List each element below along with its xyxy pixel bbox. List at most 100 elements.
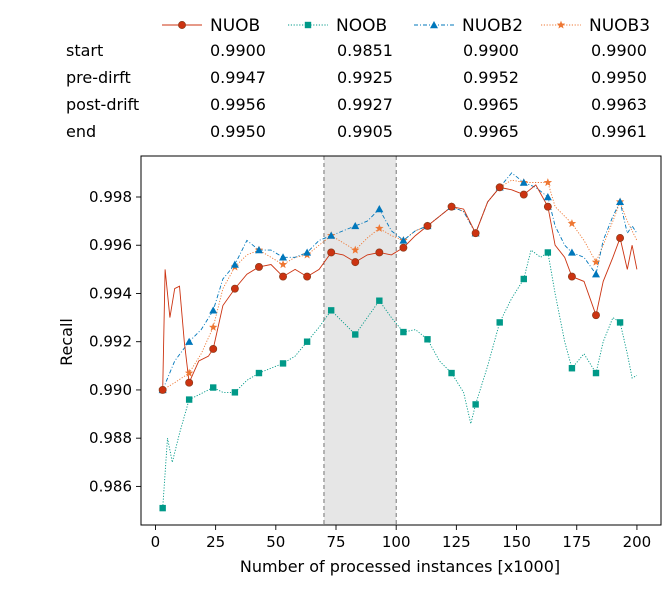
table-cell: 0.9905 — [337, 122, 393, 141]
data-point-nuob3 — [209, 322, 218, 331]
table-cell: 0.9961 — [591, 122, 647, 141]
data-point-noob — [303, 338, 311, 345]
table-row-label: pre-dirft — [66, 68, 131, 87]
data-point-nuob — [471, 229, 480, 238]
x-tick-label: 25 — [206, 533, 225, 551]
data-point-nuob — [327, 248, 336, 257]
data-point-nuob — [519, 190, 528, 199]
data-point-noob — [376, 297, 383, 304]
table-cell: 0.9956 — [210, 95, 266, 114]
data-point-nuob — [255, 262, 263, 271]
data-point-noob — [231, 389, 239, 396]
x-tick-label: 200 — [623, 533, 652, 551]
legend: NUOB NOOB NUOB2 NUOB3 — [162, 16, 650, 36]
x-axis-label: Number of processed instances [x1000] — [240, 557, 560, 576]
series-line-nuob2 — [162, 172, 638, 391]
table-cell: 0.9950 — [210, 122, 266, 141]
x-tick-label: 175 — [562, 533, 591, 551]
data-point-nuob2 — [230, 260, 239, 268]
table-cell: 0.9950 — [591, 68, 647, 87]
data-point-nuob — [351, 258, 360, 267]
data-point-nuob2 — [327, 231, 336, 239]
data-point-noob — [400, 328, 407, 336]
data-point-noob — [472, 401, 479, 408]
data-point-noob — [592, 369, 600, 377]
data-point-nuob2 — [616, 197, 625, 206]
data-point-nuob2 — [399, 236, 408, 244]
data-point-nuob — [447, 202, 456, 211]
data-point-nuob2 — [592, 270, 600, 278]
data-point-nuob2 — [375, 205, 384, 213]
legend-label-noob: NOOB — [336, 16, 387, 36]
data-point-nuob — [230, 284, 239, 293]
x-tick-label: 100 — [382, 533, 411, 551]
data-point-nuob3 — [278, 260, 288, 269]
data-point-noob — [185, 396, 193, 403]
table-row-label: end — [66, 122, 96, 141]
table-cell: 0.9925 — [337, 68, 393, 87]
data-point-nuob2 — [567, 248, 576, 256]
legend-label-nuob2: NUOB2 — [462, 16, 523, 36]
legend-marker-nuob3 — [556, 20, 566, 29]
data-point-nuob — [185, 378, 194, 387]
plot-area: 0 25 50 75 100 125 150 175 200 0.986 0.988 0.990 0.9… — [89, 155, 662, 551]
data-point-nuob2 — [543, 193, 552, 201]
x-tick-label: 75 — [326, 533, 345, 551]
data-point-noob — [568, 365, 576, 372]
summary-table: start 0.9900 0.9851 0.9900 0.9900 pre-dirft 0.… — [66, 41, 647, 141]
y-tick-label: 0.990 — [89, 381, 132, 399]
table-cell: 0.9851 — [337, 41, 393, 60]
table-cell: 0.9900 — [210, 41, 266, 60]
data-point-noob — [279, 360, 287, 367]
data-point-nuob — [495, 183, 504, 192]
data-point-nuob — [423, 221, 432, 230]
data-point-nuob3 — [351, 245, 360, 254]
data-point-nuob3 — [567, 219, 577, 228]
data-point-nuob — [543, 202, 552, 211]
data-point-nuob2 — [519, 178, 528, 186]
data-point-noob — [544, 249, 552, 256]
table-cell: 0.9947 — [210, 68, 266, 87]
y-tick-label: 0.988 — [89, 429, 132, 447]
data-point-noob — [520, 275, 527, 283]
data-point-nuob3 — [375, 223, 384, 232]
x-tick-label: 0 — [151, 533, 161, 551]
y-tick-label: 0.994 — [89, 284, 132, 302]
drift-region — [323, 156, 397, 525]
table-cell: 0.9963 — [591, 95, 647, 114]
data-point-nuob3 — [543, 178, 553, 187]
data-point-noob — [210, 384, 217, 391]
table-cell: 0.9900 — [591, 41, 647, 60]
legend-marker-nuob — [178, 21, 186, 29]
legend-marker-noob — [304, 21, 312, 29]
table-row-label: post-drift — [66, 95, 139, 114]
plot-frame — [140, 155, 662, 526]
data-point-noob — [159, 504, 166, 512]
data-point-nuob2 — [279, 253, 288, 261]
data-point-noob — [496, 319, 503, 326]
data-point-nuob2 — [185, 337, 194, 345]
y-tick-label: 0.996 — [89, 236, 132, 254]
data-point-nuob — [303, 272, 312, 281]
y-axis-label: Recall — [57, 318, 76, 366]
table-row-label: start — [66, 41, 103, 60]
legend-marker-nuob2 — [430, 21, 438, 29]
x-tick-label: 150 — [502, 533, 531, 551]
data-point-nuob2 — [254, 246, 263, 254]
table-cell: 0.9965 — [463, 95, 519, 114]
data-point-nuob — [399, 243, 408, 252]
data-point-nuob — [158, 385, 167, 394]
data-point-nuob — [592, 311, 600, 320]
legend-label-nuob: NUOB — [210, 16, 260, 36]
data-point-nuob — [375, 248, 384, 257]
x-tick-label: 50 — [266, 533, 285, 551]
data-point-noob — [424, 336, 431, 343]
data-point-nuob2 — [303, 248, 312, 256]
data-point-noob — [327, 307, 335, 314]
data-point-nuob — [567, 272, 576, 281]
table-cell: 0.9965 — [463, 122, 519, 141]
data-point-nuob — [209, 344, 218, 353]
data-point-nuob — [279, 272, 287, 281]
table-cell: 0.9952 — [463, 68, 519, 87]
data-point-noob — [448, 369, 455, 377]
